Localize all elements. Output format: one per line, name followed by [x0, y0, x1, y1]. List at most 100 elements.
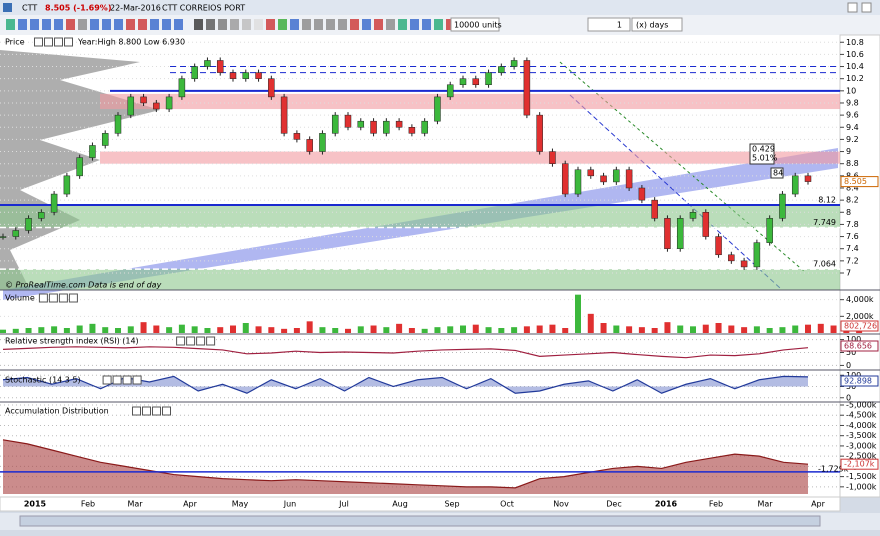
y-tick-label: -1,500k — [846, 472, 877, 481]
y-tick-label: 8.4 — [846, 183, 859, 192]
tool-button[interactable] — [374, 19, 383, 30]
volume-bar — [690, 326, 696, 333]
tool-button[interactable] — [266, 19, 275, 30]
panel-title: Relative strength index (RSI) (14) — [5, 337, 139, 346]
y-tick-label: -3,500k — [846, 431, 877, 440]
tool-button[interactable] — [66, 19, 75, 30]
panel-icon[interactable] — [186, 336, 196, 346]
panel-icon[interactable] — [112, 375, 122, 385]
panel-icon[interactable] — [38, 293, 48, 303]
y-tick-label: 8.2 — [846, 196, 859, 205]
tool-button[interactable] — [242, 19, 251, 30]
panel-icon[interactable] — [34, 37, 43, 47]
tool-button[interactable] — [386, 19, 395, 30]
tool-button[interactable] — [42, 19, 51, 30]
tool-button[interactable] — [54, 19, 63, 30]
last-value-box — [840, 458, 879, 470]
tool-button[interactable] — [302, 19, 311, 30]
y-tick-label: 7.4 — [846, 244, 859, 253]
minimize-button[interactable] — [847, 2, 858, 13]
tool-button[interactable] — [90, 19, 99, 30]
tool-button[interactable] — [206, 19, 215, 30]
volume-bar — [600, 323, 607, 333]
tool-button[interactable] — [254, 19, 263, 30]
tool-button[interactable] — [162, 19, 171, 30]
candle — [804, 175, 812, 182]
volume-bar — [306, 321, 313, 333]
units-box[interactable] — [450, 17, 500, 32]
tool-button[interactable] — [278, 19, 287, 30]
tool-button[interactable] — [6, 19, 15, 30]
panel-icon[interactable] — [142, 406, 151, 416]
tool-button[interactable] — [102, 19, 111, 30]
tool-button[interactable] — [422, 19, 431, 30]
y-tick-label: 10.4 — [846, 62, 864, 71]
tool-button[interactable] — [230, 19, 239, 30]
y-tick-label: 9.8 — [846, 98, 859, 107]
volume-bar — [792, 325, 799, 333]
tool-button[interactable] — [326, 19, 335, 30]
tool-button[interactable] — [350, 19, 359, 30]
tool-button[interactable] — [194, 19, 203, 30]
volume-bar — [626, 326, 633, 333]
panel-icon[interactable] — [152, 406, 161, 416]
support-zone — [0, 269, 840, 290]
tool-button[interactable] — [218, 19, 227, 30]
tool-button[interactable] — [18, 19, 27, 30]
y-tick-label: -4,000k — [846, 421, 877, 430]
volume-bar — [651, 328, 658, 333]
tool-button[interactable] — [314, 19, 323, 30]
period-unit-box[interactable] — [631, 17, 683, 32]
tool-button[interactable] — [174, 19, 183, 30]
candle — [779, 193, 786, 219]
tool-button[interactable] — [398, 19, 407, 30]
maximize-button[interactable] — [861, 2, 872, 13]
candle — [459, 78, 467, 86]
volume-bar — [0, 329, 6, 333]
tool-button[interactable] — [30, 19, 39, 30]
y-tick-label: -5,000k — [846, 401, 877, 410]
panel-icon[interactable] — [176, 336, 186, 346]
candle — [651, 199, 658, 219]
tool-button[interactable] — [138, 19, 147, 30]
volume-bar — [817, 323, 824, 333]
panel-icon[interactable] — [132, 406, 141, 416]
panel-icon[interactable] — [102, 375, 112, 385]
plots: 7 7.2 7.4 7.6 7.8 8 8.2 8.4 8.6 8.8 9 9.2 9.4 9.6 9.8 1… — [0, 37, 880, 509]
panel-icon[interactable] — [48, 293, 58, 303]
panel-icon[interactable] — [54, 37, 63, 47]
tool-button[interactable] — [410, 19, 419, 30]
panel-icon[interactable] — [58, 293, 68, 303]
candle — [50, 193, 58, 213]
x-tick-label: Jul — [338, 500, 349, 509]
tool-button[interactable] — [434, 19, 443, 30]
x-tick-label: Sep — [444, 500, 459, 509]
y-tick-label: 50 — [846, 348, 856, 357]
panel-icon[interactable] — [162, 406, 171, 416]
x-tick-label: Feb — [709, 500, 723, 509]
panel-icon[interactable] — [206, 336, 216, 346]
y-tick-label: 10.6 — [846, 50, 864, 59]
panel-icon[interactable] — [44, 37, 53, 47]
last-value: 68.656 — [844, 342, 872, 351]
panel-icon[interactable] — [122, 375, 132, 385]
tool-button[interactable] — [290, 19, 299, 30]
tool-button[interactable] — [114, 19, 123, 30]
panel-icon[interactable] — [132, 375, 142, 385]
volume-bar — [715, 323, 722, 333]
period-count-box[interactable] — [587, 17, 631, 32]
panel-icon[interactable] — [68, 293, 78, 303]
panel-icon[interactable] — [64, 37, 73, 47]
tool-button[interactable] — [338, 19, 347, 30]
tool-button[interactable] — [78, 19, 87, 30]
scroll-thumb[interactable] — [19, 515, 821, 527]
candle — [0, 236, 7, 238]
tool-button[interactable] — [150, 19, 159, 30]
volume-bar — [575, 294, 581, 333]
x-tick-label: 2016 — [655, 500, 678, 509]
tool-button[interactable] — [126, 19, 135, 30]
panel-icon[interactable] — [196, 336, 206, 346]
candle — [715, 236, 722, 256]
tool-button[interactable] — [362, 19, 371, 30]
candle — [574, 169, 582, 195]
